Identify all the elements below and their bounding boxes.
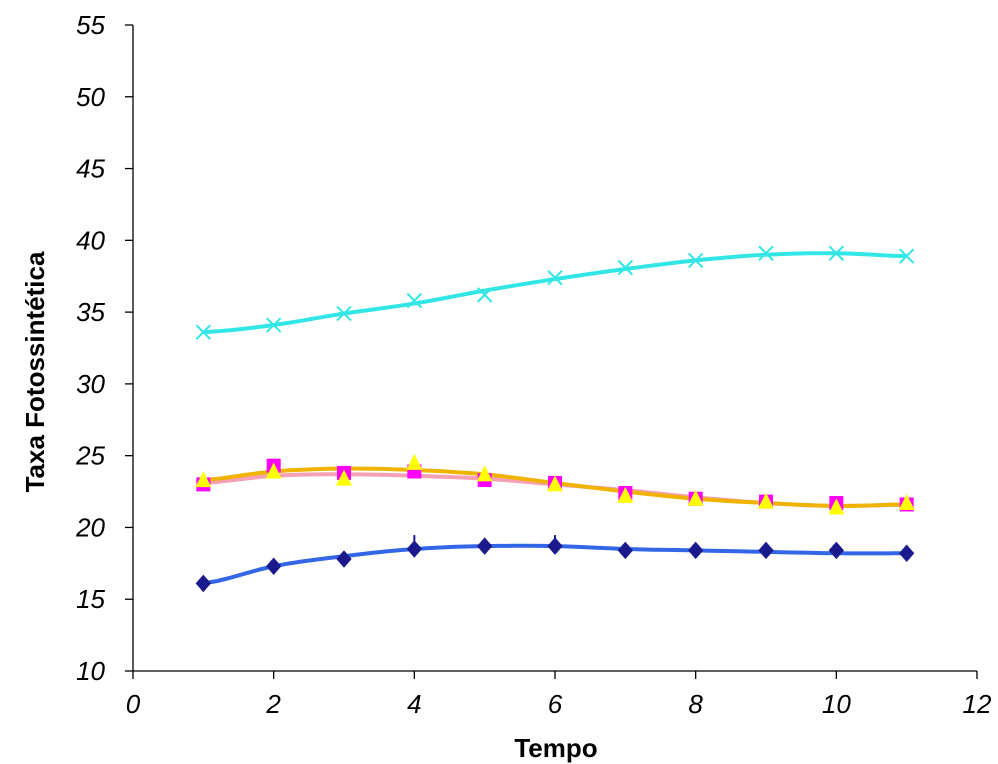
x-tick-label: 8	[688, 689, 703, 719]
y-tick-label: 10	[76, 656, 105, 686]
series-4-point	[898, 248, 915, 264]
series-3-point	[476, 465, 493, 482]
series-3-point	[687, 489, 704, 506]
series-4-point	[195, 324, 212, 340]
series-1-point	[899, 544, 915, 563]
series-3-point	[265, 462, 282, 479]
labels: Tempo Taxa Fotossintética	[20, 251, 598, 763]
series-4-point	[547, 269, 563, 286]
y-tick-label: 45	[76, 154, 105, 184]
y-tick-label: 50	[76, 82, 105, 112]
y-tick-label: 35	[76, 297, 105, 327]
series-4-point	[758, 245, 774, 261]
y-tick-label: 55	[76, 10, 105, 40]
series-3-point	[406, 453, 423, 470]
series-1-point	[477, 537, 493, 555]
series-1-point	[336, 550, 352, 568]
series-1-point	[195, 574, 211, 593]
series-3-point	[547, 475, 563, 492]
series-layer	[195, 245, 915, 593]
series-1-point	[758, 541, 774, 560]
series-3-point	[617, 486, 634, 503]
y-tick-label: 30	[76, 369, 105, 399]
x-tick-label: 2	[265, 689, 281, 719]
series-1-point	[828, 541, 844, 560]
series-4-point	[617, 259, 634, 276]
y-tick-label: 20	[75, 512, 105, 542]
series-4-point	[336, 305, 352, 322]
x-tick-label: 12	[963, 689, 992, 719]
series-4-point	[687, 252, 704, 269]
y-tick-label: 40	[76, 225, 105, 255]
y-axis-title: Taxa Fotossintética	[20, 251, 50, 492]
series-1-point	[266, 557, 282, 575]
series-3-point	[336, 469, 352, 486]
y-tick-label: 15	[76, 584, 105, 614]
series-3-point	[828, 498, 845, 515]
series-3-point	[195, 471, 212, 488]
series-4-point	[828, 245, 845, 261]
x-tick-label: 0	[126, 689, 141, 719]
series-4-point	[476, 287, 493, 303]
series-line-4	[203, 251, 907, 335]
series-4-point	[265, 317, 282, 333]
x-tick-label: 10	[822, 689, 851, 719]
series-3-point	[758, 492, 774, 509]
x-tick-label: 4	[407, 689, 421, 719]
series-1-point	[617, 541, 633, 560]
series-1-point	[688, 541, 704, 560]
series-3-point	[898, 494, 915, 511]
axes: 10 15 20 25 30 35 40 45 50 55 0 2 4 6 8 10 12	[75, 10, 992, 719]
series-4-point	[406, 292, 423, 309]
x-tick-label: 6	[548, 689, 563, 719]
x-axis-title: Tempo	[514, 733, 597, 763]
y-tick-label: 25	[75, 441, 105, 471]
